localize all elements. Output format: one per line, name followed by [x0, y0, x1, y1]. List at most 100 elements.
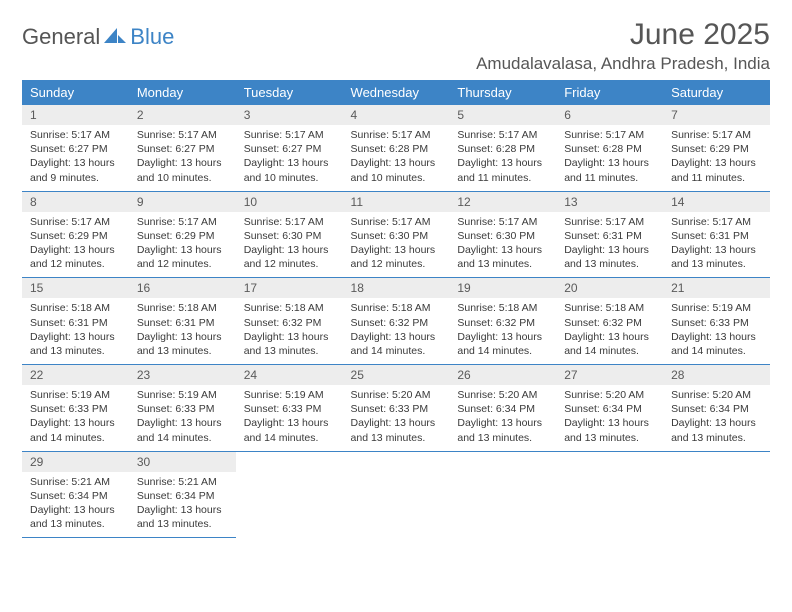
calendar-day-cell: 30 Sunrise: 5:21 AMSunset: 6:34 PMDayligh…	[129, 451, 236, 538]
calendar-day-cell: 2Sunrise: 5:17 AMSunset: 6:27 PMDaylight…	[129, 105, 236, 191]
day-details: Sunrise: 5:19 AMSunset: 6:33 PMDaylight:…	[129, 385, 236, 451]
calendar-day-cell: 28Sunrise: 5:20 AMSunset: 6:34 PMDayligh…	[663, 365, 770, 452]
sunrise-line: Sunrise: 5:19 AM	[244, 388, 335, 402]
calendar-day-cell: 19Sunrise: 5:18 AMSunset: 6:32 PMDayligh…	[449, 278, 556, 365]
daylight-line: Daylight: 13 hours and 12 minutes.	[30, 243, 121, 271]
sunset-line: Sunset: 6:29 PM	[137, 229, 228, 243]
daylight-line: Daylight: 13 hours and 14 minutes.	[30, 416, 121, 444]
daylight-line: Daylight: 13 hours and 10 minutes.	[244, 156, 335, 184]
sunrise-line: Sunrise: 5:17 AM	[137, 128, 228, 142]
weekday-header: Monday	[129, 80, 236, 105]
sunrise-line: Sunrise: 5:17 AM	[457, 215, 548, 229]
day-details: Sunrise: 5:21 AMSunset: 6:34 PMDaylight:…	[22, 472, 129, 538]
calendar-day-cell: 9Sunrise: 5:17 AMSunset: 6:29 PMDaylight…	[129, 191, 236, 278]
day-number: 14	[663, 192, 770, 212]
day-number: 30	[129, 452, 236, 472]
logo-sail-icon	[104, 26, 126, 49]
sunset-line: Sunset: 6:27 PM	[137, 142, 228, 156]
day-details: Sunrise: 5:17 AMSunset: 6:30 PMDaylight:…	[343, 212, 450, 278]
day-number: 2	[129, 105, 236, 125]
sunrise-line: Sunrise: 5:17 AM	[137, 215, 228, 229]
day-details: Sunrise: 5:18 AMSunset: 6:32 PMDaylight:…	[449, 298, 556, 364]
sunrise-line: Sunrise: 5:17 AM	[351, 215, 442, 229]
sunrise-line: Sunrise: 5:21 AM	[137, 475, 228, 489]
sunrise-line: Sunrise: 5:17 AM	[457, 128, 548, 142]
sunset-line: Sunset: 6:30 PM	[244, 229, 335, 243]
month-title: June 2025	[476, 18, 770, 52]
sunrise-line: Sunrise: 5:20 AM	[457, 388, 548, 402]
weekday-header: Thursday	[449, 80, 556, 105]
calendar-day-cell: 6Sunrise: 5:17 AMSunset: 6:28 PMDaylight…	[556, 105, 663, 191]
day-number: 10	[236, 192, 343, 212]
calendar-day-cell: 23Sunrise: 5:19 AMSunset: 6:33 PMDayligh…	[129, 365, 236, 452]
day-number: 21	[663, 278, 770, 298]
logo-text-general: General	[22, 24, 100, 50]
day-number: 18	[343, 278, 450, 298]
day-details: Sunrise: 5:17 AMSunset: 6:27 PMDaylight:…	[236, 125, 343, 191]
sunrise-line: Sunrise: 5:19 AM	[30, 388, 121, 402]
sunset-line: Sunset: 6:33 PM	[671, 316, 762, 330]
sunset-line: Sunset: 6:32 PM	[564, 316, 655, 330]
daylight-line: Daylight: 13 hours and 10 minutes.	[351, 156, 442, 184]
day-number: 8	[22, 192, 129, 212]
calendar-day-cell	[449, 451, 556, 538]
daylight-line: Daylight: 13 hours and 14 minutes.	[244, 416, 335, 444]
day-number: 25	[343, 365, 450, 385]
sunrise-line: Sunrise: 5:21 AM	[30, 475, 121, 489]
sunset-line: Sunset: 6:32 PM	[457, 316, 548, 330]
day-number: 9	[129, 192, 236, 212]
day-details: Sunrise: 5:17 AMSunset: 6:28 PMDaylight:…	[343, 125, 450, 191]
sunset-line: Sunset: 6:28 PM	[564, 142, 655, 156]
day-details: Sunrise: 5:17 AMSunset: 6:30 PMDaylight:…	[236, 212, 343, 278]
calendar-day-cell	[663, 451, 770, 538]
sunrise-line: Sunrise: 5:20 AM	[564, 388, 655, 402]
daylight-line: Daylight: 13 hours and 13 minutes.	[30, 330, 121, 358]
calendar-week-row: 22Sunrise: 5:19 AMSunset: 6:33 PMDayligh…	[22, 365, 770, 452]
sunset-line: Sunset: 6:27 PM	[244, 142, 335, 156]
daylight-line: Daylight: 13 hours and 13 minutes.	[30, 503, 121, 531]
daylight-line: Daylight: 13 hours and 14 minutes.	[671, 330, 762, 358]
calendar-day-cell: 16Sunrise: 5:18 AMSunset: 6:31 PMDayligh…	[129, 278, 236, 365]
sunset-line: Sunset: 6:32 PM	[351, 316, 442, 330]
sunset-line: Sunset: 6:29 PM	[671, 142, 762, 156]
calendar-week-row: 1Sunrise: 5:17 AMSunset: 6:27 PMDaylight…	[22, 105, 770, 191]
daylight-line: Daylight: 13 hours and 13 minutes.	[137, 503, 228, 531]
calendar-day-cell: 24Sunrise: 5:19 AMSunset: 6:33 PMDayligh…	[236, 365, 343, 452]
daylight-line: Daylight: 13 hours and 13 minutes.	[564, 416, 655, 444]
weekday-header: Saturday	[663, 80, 770, 105]
day-number: 5	[449, 105, 556, 125]
calendar-week-row: 8Sunrise: 5:17 AMSunset: 6:29 PMDaylight…	[22, 191, 770, 278]
day-number: 17	[236, 278, 343, 298]
sunset-line: Sunset: 6:33 PM	[137, 402, 228, 416]
title-block: June 2025 Amudalavalasa, Andhra Pradesh,…	[476, 18, 770, 74]
sunset-line: Sunset: 6:27 PM	[30, 142, 121, 156]
sunset-line: Sunset: 6:30 PM	[351, 229, 442, 243]
day-number: 4	[343, 105, 450, 125]
day-number: 16	[129, 278, 236, 298]
calendar-day-cell: 4Sunrise: 5:17 AMSunset: 6:28 PMDaylight…	[343, 105, 450, 191]
daylight-line: Daylight: 13 hours and 14 minutes.	[564, 330, 655, 358]
sunset-line: Sunset: 6:29 PM	[30, 229, 121, 243]
sunset-line: Sunset: 6:31 PM	[671, 229, 762, 243]
day-number: 28	[663, 365, 770, 385]
daylight-line: Daylight: 13 hours and 11 minutes.	[671, 156, 762, 184]
day-details: Sunrise: 5:17 AMSunset: 6:27 PMDaylight:…	[129, 125, 236, 191]
sunset-line: Sunset: 6:34 PM	[30, 489, 121, 503]
sunset-line: Sunset: 6:34 PM	[137, 489, 228, 503]
day-number: 26	[449, 365, 556, 385]
day-number: 19	[449, 278, 556, 298]
calendar-day-cell: 29Sunrise: 5:21 AMSunset: 6:34 PMDayligh…	[22, 451, 129, 538]
calendar-day-cell: 14Sunrise: 5:17 AMSunset: 6:31 PMDayligh…	[663, 191, 770, 278]
calendar-day-cell: 21Sunrise: 5:19 AMSunset: 6:33 PMDayligh…	[663, 278, 770, 365]
daylight-line: Daylight: 13 hours and 14 minutes.	[137, 416, 228, 444]
day-details: Sunrise: 5:17 AMSunset: 6:29 PMDaylight:…	[22, 212, 129, 278]
day-details: Sunrise: 5:20 AMSunset: 6:33 PMDaylight:…	[343, 385, 450, 451]
day-details: Sunrise: 5:17 AMSunset: 6:31 PMDaylight:…	[663, 212, 770, 278]
day-details: Sunrise: 5:18 AMSunset: 6:32 PMDaylight:…	[343, 298, 450, 364]
day-number: 20	[556, 278, 663, 298]
day-number: 6	[556, 105, 663, 125]
sunrise-line: Sunrise: 5:18 AM	[351, 301, 442, 315]
weekday-header-row: Sunday Monday Tuesday Wednesday Thursday…	[22, 80, 770, 105]
calendar-day-cell	[556, 451, 663, 538]
sunrise-line: Sunrise: 5:18 AM	[30, 301, 121, 315]
